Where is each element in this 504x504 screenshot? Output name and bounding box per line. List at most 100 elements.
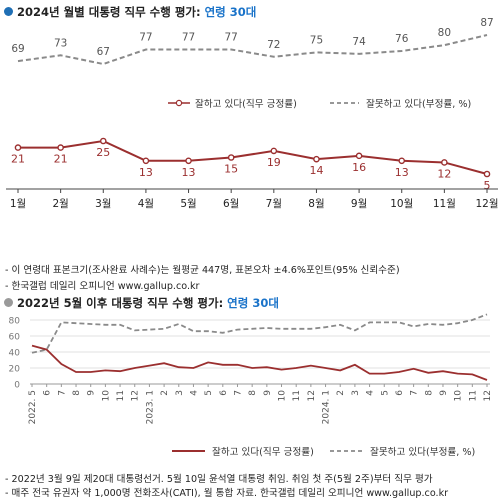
x-tick-label: 11 (292, 390, 302, 401)
approve-label: 5 (484, 179, 491, 192)
title-dot-icon (4, 7, 13, 16)
x-tick-label: 4월 (138, 198, 154, 210)
legend-approve-label: 잘하고 있다(직무 긍정률) (195, 98, 297, 110)
x-tick-label: 10 (101, 390, 111, 402)
x-tick-label: 5 (204, 390, 214, 396)
x-tick-label: 2022. 5 (28, 390, 38, 424)
chart1-svg: 69 73 67 77 77 77 72 75 74 76 80 87 잘하고 있다(직무 긍정률) 잘못… (6, 17, 499, 210)
approve-point (142, 157, 150, 165)
x-tick-label: 6 (43, 390, 53, 396)
approve-label: 15 (224, 163, 238, 176)
x-tick-label: 7 (410, 390, 420, 396)
disapprove-line (17, 34, 488, 66)
disapprove-label: 72 (267, 39, 280, 51)
approve-label: 12 (437, 167, 451, 180)
approve-point (441, 159, 448, 166)
disapprove-label: 80 (438, 27, 451, 39)
approve-label: 21 (11, 153, 25, 166)
legend-disapprove-label: 잘못하고 있다(부정률, %) (366, 98, 471, 110)
x-tick-label: 2024. 1 (322, 390, 332, 424)
approve-label: 16 (352, 161, 366, 174)
x-tick-label: 9 (439, 390, 449, 396)
approve-point (99, 137, 107, 145)
y-tick-label: 40 (9, 349, 21, 359)
approve-point (227, 154, 235, 161)
legend-disapprove-label: 잘못하고 있다(부정률, %) (370, 446, 475, 458)
approve-label: 14 (309, 164, 323, 177)
disapprove-label: 73 (54, 37, 67, 49)
chart2-title-main: 2022년 5월 이후 대통령 직무 수행 평가: (17, 296, 228, 310)
chart1-note-2: - 한국갤럽 데일리 오피니언 www.gallup.co.kr (5, 281, 200, 292)
legend-approve-marker (175, 99, 183, 107)
approve-label: 21 (54, 153, 68, 166)
y-tick-label: 80 (9, 317, 21, 327)
x-tick-label: 4 (366, 390, 376, 396)
approve-point (14, 144, 22, 151)
x-tick-label: 3 (175, 390, 185, 396)
approve-point (313, 155, 320, 163)
disapprove-label: 87 (480, 17, 493, 29)
x-tick-label: 7월 (266, 198, 282, 210)
x-tick-label: 5 (380, 390, 390, 396)
x-tick-label: 9 (263, 390, 273, 396)
approve-label: 19 (267, 156, 281, 169)
x-tick-label: 11 (468, 390, 478, 401)
x-tick-label: 2 (336, 390, 346, 396)
x-tick-label: 8 (424, 390, 434, 396)
chart1-title-main: 2024년 월별 대통령 직무 수행 평가: (17, 5, 205, 19)
disapprove-label: 77 (139, 32, 152, 44)
x-tick-label: 11월 (433, 198, 456, 210)
x-tick-label: 2월 (52, 198, 68, 210)
x-tick-label: 7 (233, 390, 243, 396)
approve-point (483, 170, 491, 178)
x-tick-label: 12 (307, 390, 317, 401)
approve-label: 13 (139, 166, 153, 179)
x-tick-label: 12월 (475, 198, 498, 210)
chart2-note-2: - 매주 전국 유권자 약 1,000명 전화조사(CATI), 월 통합 자료… (5, 488, 449, 499)
disapprove-line (31, 313, 488, 354)
x-tick-label: 6월 (223, 198, 239, 210)
chart2-title-highlight: 연령 30대 (227, 296, 279, 310)
chart1-title-highlight: 연령 30대 (204, 5, 257, 19)
x-tick-label: 11 (116, 390, 126, 401)
x-tick-label: 1월 (10, 198, 26, 210)
approve-point (355, 152, 363, 160)
x-tick-label: 8월 (308, 198, 324, 210)
title-dot-icon (4, 298, 13, 307)
x-tick-label: 8 (248, 390, 258, 396)
chart1-title: 2024년 월별 대통령 직무 수행 평가: 연령 30대 (4, 4, 256, 20)
x-tick-label: 5월 (180, 198, 196, 210)
disapprove-label: 76 (395, 33, 409, 45)
x-tick-label: 3 (351, 390, 361, 396)
x-tick-label: 12 (483, 390, 493, 401)
x-tick-label: 9월 (351, 198, 367, 210)
x-tick-label: 12 (131, 390, 141, 401)
x-tick-label: 8 (72, 390, 82, 396)
x-tick-label: 2 (160, 390, 170, 396)
approve-point (185, 157, 192, 165)
y-tick-label: 0 (14, 381, 20, 391)
x-tick-label: 6 (395, 390, 405, 396)
disapprove-label: 75 (310, 34, 323, 46)
approve-line (18, 139, 488, 175)
approve-label: 25 (96, 146, 110, 159)
x-tick-label: 3월 (95, 198, 111, 210)
y-tick-label: 20 (9, 365, 21, 375)
chart1-note-1: - 이 연령대 표본크기(조사완료 사례수)는 월평균 447명, 표본오차 ±… (5, 265, 400, 276)
x-tick-label: 10 (454, 390, 464, 402)
x-tick-label: 10월 (390, 198, 413, 210)
x-tick-label: 4 (189, 390, 199, 396)
approve-point (57, 144, 64, 151)
approve-point (270, 147, 278, 155)
disapprove-label: 69 (11, 43, 24, 55)
chart2-title: 2022년 5월 이후 대통령 직무 수행 평가: 연령 30대 (4, 295, 279, 311)
x-tick-label: 2023. 1 (145, 390, 155, 424)
disapprove-label: 74 (352, 36, 366, 48)
x-tick-label: 7 (57, 390, 67, 396)
approve-line (31, 344, 488, 381)
approve-label: 13 (182, 166, 196, 179)
disapprove-label: 77 (224, 32, 237, 44)
disapprove-label: 67 (97, 46, 110, 58)
disapprove-label: 77 (182, 32, 195, 44)
